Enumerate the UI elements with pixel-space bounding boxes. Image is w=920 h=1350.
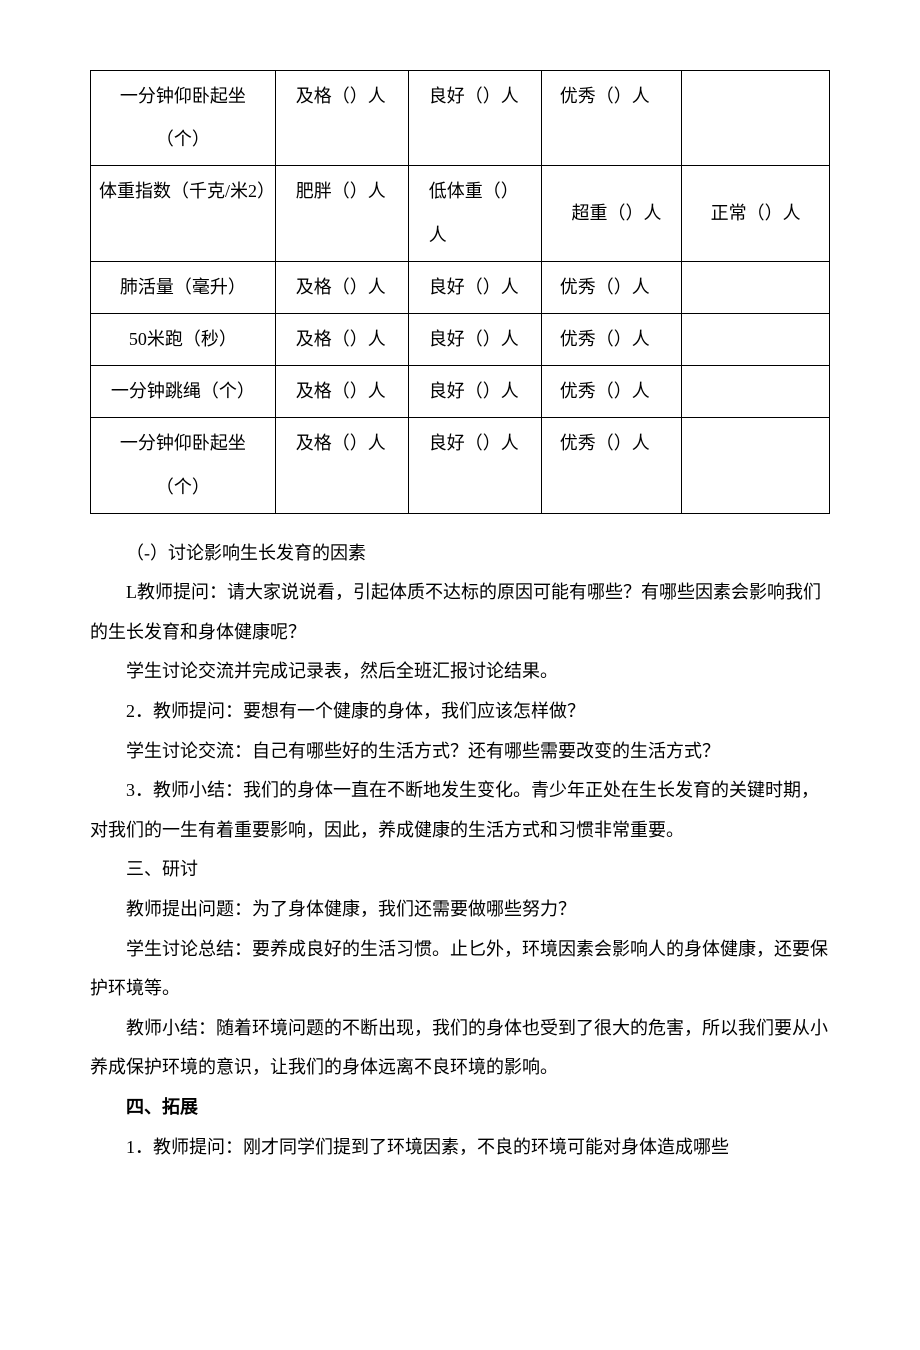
fitness-table: 一分钟仰卧起坐（个） 及格（）人 良好（）人 优秀（）人 体重指数（千克/米2）… — [90, 70, 830, 514]
cell-a: 及格（）人 — [275, 313, 408, 365]
para: （-）讨论影响生长发育的因素 — [90, 534, 830, 574]
cell-c: 优秀（）人 — [541, 366, 681, 418]
table-row: 一分钟仰卧起坐（个） 及格（）人 良好（）人 优秀（）人 — [91, 418, 830, 513]
para: 学生讨论总结：要养成良好的生活习惯。止匕外，环境因素会影响人的身体健康，还要保护… — [90, 930, 830, 1009]
para: 1．教师提问：刚才同学们提到了环境因素，不良的环境可能对身体造成哪些 — [90, 1128, 830, 1168]
cell-c: 优秀（）人 — [541, 313, 681, 365]
cell-b: 良好（）人 — [408, 418, 541, 513]
page: 一分钟仰卧起坐（个） 及格（）人 良好（）人 优秀（）人 体重指数（千克/米2）… — [0, 0, 920, 1350]
cell-c: 优秀（）人 — [541, 418, 681, 513]
cell-c: 超重（）人 — [541, 166, 681, 261]
cell-d — [682, 261, 830, 313]
para: 三、研讨 — [90, 850, 830, 890]
cell-a: 及格（）人 — [275, 366, 408, 418]
cell-a: 及格（）人 — [275, 261, 408, 313]
para: L教师提问：请大家说说看，引起体质不达标的原因可能有哪些？有哪些因素会影响我们的… — [90, 573, 830, 652]
para: 学生讨论交流并完成记录表，然后全班汇报讨论结果。 — [90, 652, 830, 692]
para: 教师小结：随着环境问题的不断出现，我们的身体也受到了很大的危害，所以我们要从小养… — [90, 1009, 830, 1088]
cell-d — [682, 313, 830, 365]
cell-a: 及格（）人 — [275, 418, 408, 513]
table-row: 一分钟跳绳（个） 及格（）人 良好（）人 优秀（）人 — [91, 366, 830, 418]
cell-label: 一分钟仰卧起坐（个） — [91, 71, 276, 166]
cell-a: 及格（）人 — [275, 71, 408, 166]
cell-b: 良好（）人 — [408, 261, 541, 313]
table-row: 体重指数（千克/米2） 肥胖（）人 低体重（）人 超重（）人 正常（）人 — [91, 166, 830, 261]
cell-d — [682, 418, 830, 513]
cell-d — [682, 366, 830, 418]
cell-label: 50米跑（秒） — [91, 313, 276, 365]
cell-d — [682, 71, 830, 166]
cell-d: 正常（）人 — [682, 166, 830, 261]
cell-b: 良好（）人 — [408, 366, 541, 418]
cell-label: 肺活量（毫升） — [91, 261, 276, 313]
para: 3．教师小结：我们的身体一直在不断地发生变化。青少年正处在生长发育的关键时期，对… — [90, 771, 830, 850]
cell-label: 一分钟跳绳（个） — [91, 366, 276, 418]
table-row: 50米跑（秒） 及格（）人 良好（）人 优秀（）人 — [91, 313, 830, 365]
para: 学生讨论交流：自己有哪些好的生活方式？还有哪些需要改变的生活方式？ — [90, 732, 830, 772]
para-heading: 四、拓展 — [90, 1088, 830, 1128]
cell-label: 一分钟仰卧起坐（个） — [91, 418, 276, 513]
cell-b: 良好（）人 — [408, 313, 541, 365]
cell-label: 体重指数（千克/米2） — [91, 166, 276, 261]
cell-a: 肥胖（）人 — [275, 166, 408, 261]
para: 教师提出问题：为了身体健康，我们还需要做哪些努力？ — [90, 890, 830, 930]
table-row: 一分钟仰卧起坐（个） 及格（）人 良好（）人 优秀（）人 — [91, 71, 830, 166]
table-row: 肺活量（毫升） 及格（）人 良好（）人 优秀（）人 — [91, 261, 830, 313]
cell-c: 优秀（）人 — [541, 261, 681, 313]
cell-b: 良好（）人 — [408, 71, 541, 166]
cell-c: 优秀（）人 — [541, 71, 681, 166]
cell-b: 低体重（）人 — [408, 166, 541, 261]
para: 2．教师提问：要想有一个健康的身体，我们应该怎样做？ — [90, 692, 830, 732]
